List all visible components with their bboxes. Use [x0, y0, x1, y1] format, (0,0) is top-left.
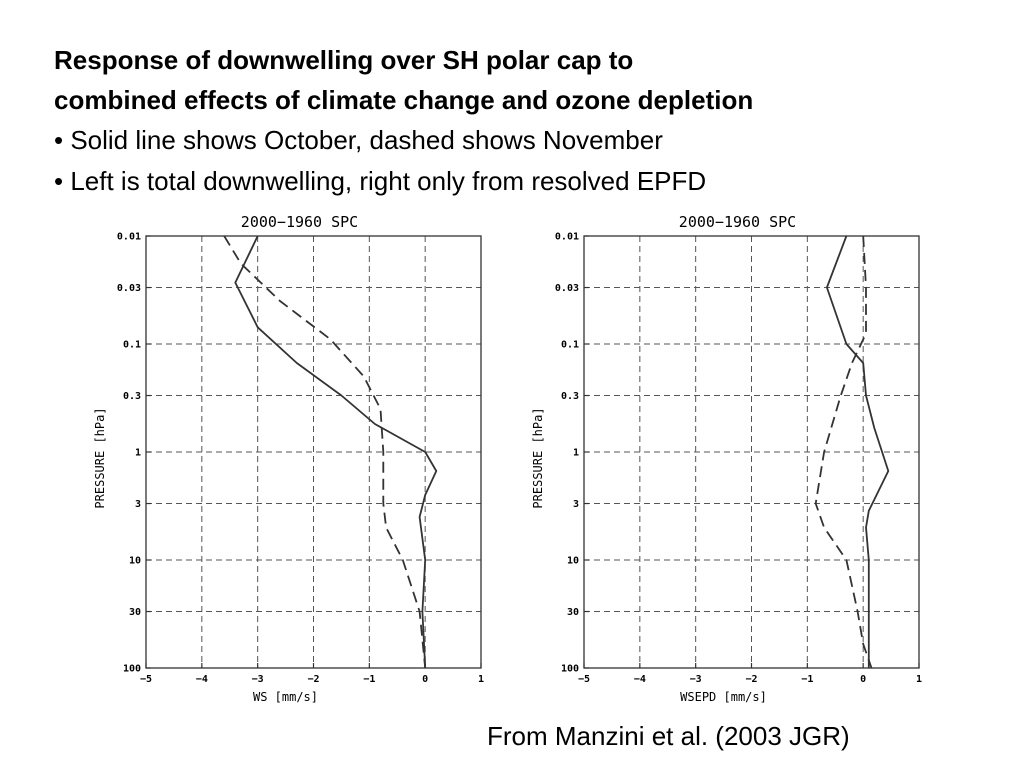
- right-chart-title: 2000−1960 SPC: [679, 213, 796, 231]
- right-x-tick-label: −5: [578, 674, 590, 685]
- left-y-tick-label: 1: [135, 448, 141, 459]
- left-y-axis-label: PRESSURE [hPa]: [93, 407, 107, 508]
- right-grid: [584, 236, 919, 668]
- right-y-tick-label: 100: [561, 664, 579, 675]
- left-x-tick-label: −1: [363, 674, 375, 685]
- right-y-tick-label: 1: [573, 448, 579, 459]
- right-y-tick-label: 3: [573, 499, 579, 510]
- right-x-tick-label: 1: [916, 674, 922, 685]
- right-x-tick-label: 0: [860, 674, 866, 685]
- left-series-dashed-line: [223, 235, 427, 669]
- slide-title-line-1: Response of downwelling over SH polar ca…: [54, 45, 634, 75]
- left-y-tick-label: 30: [129, 607, 141, 618]
- left-y-tick-label: 0.03: [117, 283, 141, 294]
- right-x-tick-label: −2: [745, 674, 757, 685]
- left-x-tick-label: −5: [140, 674, 152, 685]
- left-y-tick-label: 100: [123, 664, 141, 675]
- left-series-solid-line: [234, 235, 438, 669]
- left-x-tick-label: −3: [252, 674, 264, 685]
- left-y-tick-label: 0.3: [123, 391, 141, 402]
- slide-text: Response of downwelling over SH polar ca…: [54, 40, 994, 202]
- left-y-tick-label: 3: [135, 499, 141, 510]
- left-x-tick-label: 0: [422, 674, 428, 685]
- chart-left: 2000−1960 SPC −5 −4 −3 −2 −1 0 1 0.01 0.03 0.1 0.3 1…: [90, 206, 490, 706]
- right-y-tick-label: 30: [567, 607, 579, 618]
- chart-right: 2000−1960 SPC −5 −4 −3 −2 −1 0 1 0.01 0.03 0.1 0.3 1…: [528, 206, 928, 706]
- right-x-axis-label: WSEPD [mm/s]: [680, 690, 767, 704]
- left-chart-title: 2000−1960 SPC: [241, 213, 358, 231]
- left-y-tick-label: 0.1: [123, 340, 141, 351]
- left-x-axis-label: WS [mm/s]: [253, 690, 318, 704]
- left-y-tick-label: 0.01: [117, 232, 141, 243]
- bullet-2: • Left is total downwelling, right only …: [54, 166, 707, 196]
- right-y-tick-label: 0.01: [555, 232, 579, 243]
- chart-left-svg: 2000−1960 SPC −5 −4 −3 −2 −1 0 1 0.01 0.03 0.1 0.3 1…: [93, 213, 484, 704]
- right-series-solid-line: [826, 235, 890, 668]
- right-y-tick-label: 0.03: [555, 283, 579, 294]
- left-x-tick-label: −4: [196, 674, 208, 685]
- bullet-1: • Solid line shows October, dashed shows…: [54, 125, 663, 155]
- left-x-tick-label: 1: [478, 674, 484, 685]
- citation: From Manzini et al. (2003 JGR): [487, 721, 850, 751]
- left-grid: [146, 236, 481, 668]
- slide-title-line-2: combined effects of climate change and o…: [54, 85, 754, 115]
- left-y-tick-label: 10: [129, 556, 141, 567]
- right-series-dashed-line: [814, 235, 873, 669]
- right-y-tick-label: 10: [567, 556, 579, 567]
- left-x-tick-label: −2: [307, 674, 319, 685]
- right-y-tick-label: 0.3: [561, 391, 579, 402]
- right-x-tick-label: −1: [801, 674, 813, 685]
- chart-right-svg: 2000−1960 SPC −5 −4 −3 −2 −1 0 1 0.01 0.03 0.1 0.3 1…: [531, 213, 922, 704]
- right-x-tick-label: −3: [690, 674, 702, 685]
- right-x-tick-label: −4: [634, 674, 646, 685]
- right-y-axis-label: PRESSURE [hPa]: [531, 407, 545, 508]
- right-y-tick-label: 0.1: [561, 340, 579, 351]
